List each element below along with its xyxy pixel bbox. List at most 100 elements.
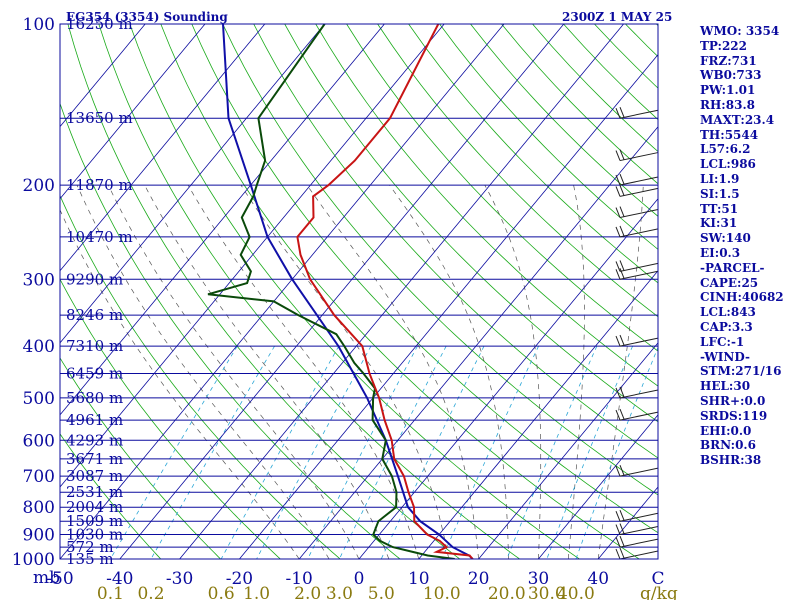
wind-barb-shaft	[619, 550, 659, 560]
pressure-tick-label: 200	[23, 176, 55, 196]
plot-frame	[59, 23, 659, 560]
dewpoint-profile-line	[207, 24, 455, 559]
moist-adiabat-line	[597, 185, 644, 559]
pressure-tick-label: 1000	[12, 550, 55, 570]
isotherm-line	[60, 24, 505, 559]
mixing-ratio-label: 0.2	[137, 584, 164, 600]
sounding-parameter: TH:5544	[700, 127, 759, 142]
isotherm-line	[239, 53, 658, 559]
wind-barb-flag	[619, 408, 625, 420]
moist-adiabat-line	[567, 185, 585, 559]
temperature-tick-label: -40	[106, 569, 133, 589]
isotherm-line	[60, 24, 385, 416]
temperature-tick-label: C	[651, 569, 664, 589]
wind-barb-flag	[619, 547, 625, 559]
wind-barb-shaft	[619, 526, 659, 536]
wind-barb-flag	[619, 334, 625, 346]
sounding-parameter: CINH:40682	[700, 290, 784, 305]
height-label: 7310 m	[66, 337, 123, 355]
wind-barb-flag	[615, 387, 621, 399]
sounding-parameter: SRDS:119	[700, 408, 768, 423]
mixing-ratio-label: 3.0	[326, 584, 353, 600]
sounding-parameters-panel: WMO: 3354 TP:222 FRZ:731 WB0:733 PW:1.01 RH:8…	[700, 24, 800, 468]
pressure-tick-label: 900	[23, 526, 55, 546]
mixing-ratio-label: 40.0	[557, 584, 595, 600]
sounding-parameter: CAP:3.3	[700, 319, 753, 334]
temperature-profile-line	[296, 24, 474, 559]
mixing-ratio-label: 2.0	[294, 584, 321, 600]
mixing-ratio-label: 10.0	[423, 584, 461, 600]
sounding-parameter: STM:271/16	[700, 364, 782, 379]
height-label: 2004 m	[66, 498, 123, 516]
wind-barb-flag	[619, 464, 625, 476]
wind-barb-flag	[619, 535, 625, 547]
wind-barb-flag	[615, 261, 621, 272]
sounding-parameter: PW:1.01	[700, 83, 756, 98]
isotherm-line	[478, 342, 658, 559]
isotherm-line	[119, 24, 565, 559]
pressure-tick-label: 400	[23, 337, 55, 357]
height-label: 3671 m	[66, 450, 123, 468]
sounding-parameter: LCL:986	[700, 157, 756, 172]
sounding-parameter: EI:0.3	[700, 245, 741, 260]
sounding-parameter: MAXT:23.4	[700, 112, 775, 127]
sounding-parameter: TT:51	[700, 201, 739, 216]
wind-barb-flag	[615, 465, 621, 477]
height-label: 3087 m	[66, 467, 123, 485]
wind-barb-shaft	[619, 209, 659, 219]
wind-barb-shaft	[619, 411, 659, 421]
sounding-parameter: BRN:0.6	[700, 438, 756, 453]
sounding-parameter: -WIND-	[700, 349, 750, 364]
wind-barb-flag	[619, 173, 625, 185]
height-label: 9290 m	[66, 270, 123, 288]
sounding-parameter: SI:1.5	[700, 186, 740, 201]
wind-barb-flag	[619, 107, 625, 118]
pressure-tick-label: 500	[23, 389, 55, 409]
isotherm-line	[298, 126, 658, 559]
pressure-tick-label: 800	[23, 498, 55, 518]
mixing-ratio-label: 1.0	[243, 584, 270, 600]
moist-adiabat-line	[187, 184, 420, 559]
moist-adiabat-line	[484, 184, 542, 559]
height-label: 572 m	[66, 538, 114, 556]
wind-barb-flag	[619, 268, 625, 279]
temperature-tick-label: -10	[286, 569, 313, 589]
isotherm-line	[60, 24, 146, 128]
chart-title-right: 2300Z 1 MAY 25	[562, 10, 672, 24]
sounding-parameter: RH:83.8	[700, 97, 755, 112]
height-label: 4961 m	[66, 411, 123, 429]
pressure-tick-label: 300	[23, 270, 55, 290]
height-label: 1509 m	[66, 512, 123, 530]
sounding-parameter: WB0:733	[700, 68, 762, 83]
height-label: 11870 m	[66, 176, 133, 194]
isotherm-line	[418, 270, 658, 559]
sounding-parameter: CAPE:25	[700, 275, 759, 290]
sounding-parameter: L57:6.2	[700, 142, 751, 157]
wind-barb-flag	[619, 510, 625, 521]
temperature-tick-label: -30	[166, 569, 193, 589]
height-label: 10470 m	[66, 228, 133, 246]
wind-barb-flag	[619, 523, 625, 534]
wind-barb-flag	[619, 386, 625, 398]
wind-barb-flag	[619, 206, 625, 217]
mixing-ratio-label: 20.0	[488, 584, 526, 600]
wind-barb-shaft	[619, 187, 659, 197]
isotherm-line	[538, 414, 658, 559]
sounding-parameter: EHI:0.0	[700, 423, 752, 438]
wind-barb-shaft	[619, 512, 659, 522]
moist-adiabat-line	[389, 184, 509, 559]
wind-barb-flag	[615, 269, 621, 280]
height-label: 2531 m	[66, 483, 123, 501]
temperature-tick-label: -50	[46, 569, 73, 589]
temperature-tick-label: -20	[226, 569, 253, 589]
wind-barb-flag	[615, 207, 621, 218]
wind-barb-flag	[615, 226, 621, 238]
height-label: 8246 m	[66, 306, 123, 324]
mixing-ratio-label: 5.0	[368, 584, 395, 600]
wind-barb-shaft	[619, 538, 659, 548]
temperature-tick-label: 10	[408, 569, 430, 589]
sounding-parameter: BSHR:38	[700, 453, 762, 468]
sounding-parameter: LI:1.9	[700, 171, 740, 186]
wind-barb-shaft	[619, 270, 659, 280]
isotherm-line	[358, 198, 658, 559]
